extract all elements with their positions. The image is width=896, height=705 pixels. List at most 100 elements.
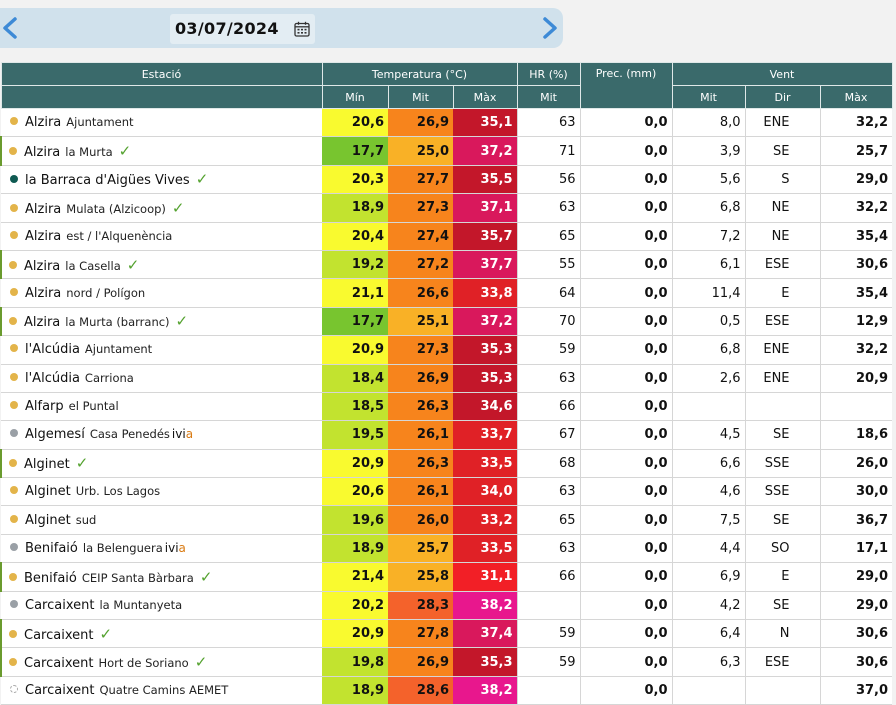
table-row[interactable]: la Barraca d'Aigües Vives ✓ 20,3 27,7 35,5 56…	[1, 165, 893, 195]
station-town[interactable]: Alginet	[25, 512, 71, 528]
station-town[interactable]: Benifaió	[24, 570, 77, 586]
station-location[interactable]: la Belenguera	[82, 541, 163, 556]
table-row[interactable]: l'Alcúdia Ajuntament 20,9 27,3 35,3 59 0,0 6,8 E…	[1, 335, 893, 365]
table-row[interactable]: Carcaixent la Muntanyeta 20,2 28,3 38,2 0,0 4,…	[1, 591, 893, 621]
station-location[interactable]: Hort de Soriano	[98, 656, 189, 671]
station-cell[interactable]: Benifaió la Belenguera ivia	[1, 534, 322, 564]
table-row[interactable]: Alzira nord / Polígon 21,1 26,6 33,8 64 0,0 11,…	[1, 278, 893, 308]
table-row[interactable]: Alzira est / l'Alquenència 20,4 27,4 35,7 65 0…	[1, 222, 893, 251]
table-row[interactable]: Alfarp el Puntal 18,5 26,3 34,6 66 0,0	[1, 392, 893, 422]
station-location[interactable]: Mulata (Alzicoop)	[66, 201, 166, 216]
header-temp-max[interactable]: Màx	[452, 85, 518, 109]
station-location[interactable]: la Muntanyeta	[99, 597, 183, 612]
header-wind-mean[interactable]: Mit	[671, 85, 746, 109]
station-location[interactable]: CEIP Santa Bàrbara	[81, 570, 194, 585]
table-row[interactable]: l'Alcúdia Carriona 18,4 26,9 35,3 63 0,0 2,6 ENE…	[1, 364, 893, 393]
station-cell[interactable]: Algemesí Casa Penedés ivia	[1, 420, 322, 450]
station-cell[interactable]: Alzira la Murta (barranc) ✓	[0, 307, 322, 337]
calendar-icon[interactable]	[294, 21, 310, 37]
station-cell[interactable]: Carcaixent Quatre Camins AEMET	[1, 676, 322, 705]
station-location[interactable]: Carriona	[84, 370, 134, 385]
station-cell[interactable]: Alzira la Casella ✓	[0, 250, 322, 280]
table-row[interactable]: Carcaixent Quatre Camins AEMET 18,9 28,6 38,…	[1, 676, 893, 705]
station-location[interactable]: la Casella	[65, 258, 121, 273]
station-location[interactable]: Quatre Camins AEMET	[99, 683, 229, 697]
station-location[interactable]: Urb. Los Lagos	[75, 484, 161, 499]
header-precipitation[interactable]: Prec. (mm)	[579, 62, 673, 109]
table-row[interactable]: Alginet ✓ 20,9 26,3 33,5 68 0,0 6,6 SSE 26,0	[0, 449, 893, 479]
station-cell[interactable]: Alginet sud	[1, 505, 322, 535]
station-town[interactable]: Alginet	[24, 457, 70, 473]
station-location[interactable]: sud	[75, 512, 97, 527]
station-town[interactable]: Carcaixent	[25, 597, 95, 613]
station-location[interactable]: la Murta	[65, 145, 113, 160]
table-row[interactable]: Benifaió CEIP Santa Bàrbara ✓ 21,4 25,8 31,1 6…	[0, 562, 893, 592]
station-cell[interactable]: Alzira Mulata (Alzicoop) ✓	[1, 193, 322, 223]
table-row[interactable]: Algemesí Casa Penedés ivia 19,5 26,1 33,7 67 0,…	[1, 420, 893, 450]
station-cell[interactable]: l'Alcúdia Carriona	[1, 364, 322, 393]
station-town[interactable]: Benifaió	[25, 541, 78, 557]
station-town[interactable]: Alzira	[24, 315, 61, 331]
humidity-cell: 71	[516, 136, 581, 166]
station-town[interactable]: la Barraca d'Aigües Vives	[25, 173, 190, 189]
station-cell[interactable]: Benifaió CEIP Santa Bàrbara ✓	[0, 562, 322, 592]
station-town[interactable]: Alzira	[24, 145, 61, 161]
station-town[interactable]: Carcaixent	[24, 627, 94, 643]
header-wind-dir[interactable]: Dir	[744, 85, 821, 109]
station-town[interactable]: Alzira	[25, 285, 62, 301]
chevron-left-icon[interactable]	[0, 16, 22, 40]
table-row[interactable]: Carcaixent Hort de Soriano ✓ 19,8 26,9 35,3 59…	[0, 647, 893, 677]
station-cell[interactable]: Alfarp el Puntal	[1, 392, 322, 422]
chevron-right-icon[interactable]	[538, 16, 560, 40]
temp-min-cell: 20,9	[322, 449, 388, 479]
station-cell[interactable]: Alzira Ajuntament	[1, 108, 322, 138]
station-town[interactable]: Carcaixent	[25, 683, 95, 698]
station-town[interactable]: l'Alcúdia	[25, 342, 80, 358]
date-picker[interactable]: 03/07/2024	[170, 14, 315, 44]
table-row[interactable]: Alzira Mulata (Alzicoop) ✓ 18,9 27,3 37,1 63 0,…	[1, 193, 893, 223]
station-town[interactable]: Alzira	[25, 115, 62, 131]
station-town[interactable]: Alzira	[25, 228, 62, 244]
station-cell[interactable]: l'Alcúdia Ajuntament	[1, 335, 322, 365]
header-temp-mean[interactable]: Mit	[387, 85, 454, 109]
station-town[interactable]: l'Alcúdia	[25, 370, 80, 386]
station-cell[interactable]: Carcaixent la Muntanyeta	[1, 591, 322, 621]
station-cell[interactable]: Alginet Urb. Los Lagos	[1, 477, 322, 507]
date-value[interactable]: 03/07/2024	[175, 19, 279, 38]
header-wind[interactable]: Vent	[671, 62, 893, 86]
station-cell[interactable]: Alzira la Murta ✓	[0, 136, 322, 166]
header-temp-min[interactable]: Mín	[321, 85, 389, 109]
header-humidity[interactable]: HR (%)	[516, 62, 581, 86]
station-location[interactable]: Casa Penedés	[89, 427, 170, 442]
station-town[interactable]: Algemesí	[25, 427, 85, 443]
station-town[interactable]: Alzira	[24, 258, 61, 274]
table-row[interactable]: Benifaió la Belenguera ivia 18,9 25,7 33,5 63 0…	[1, 534, 893, 564]
station-cell[interactable]: Carcaixent ✓	[0, 619, 322, 649]
station-town[interactable]: Alginet	[25, 484, 71, 500]
station-cell[interactable]: Alzira nord / Polígon	[1, 278, 322, 308]
table-row[interactable]: Alginet Urb. Los Lagos 20,6 26,1 34,0 63 0,0 4,…	[1, 477, 893, 507]
header-hr-mean[interactable]: Mit	[516, 85, 581, 109]
station-town[interactable]: Alfarp	[25, 399, 64, 415]
station-location[interactable]: nord / Polígon	[66, 285, 146, 300]
station-cell[interactable]: Alzira est / l'Alquenència	[1, 222, 322, 251]
header-temperature[interactable]: Temperatura (°C)	[321, 62, 518, 86]
station-cell[interactable]: la Barraca d'Aigües Vives ✓	[1, 165, 322, 195]
station-town[interactable]: Carcaixent	[24, 656, 94, 672]
station-town[interactable]: Alzira	[25, 201, 62, 217]
station-location[interactable]: Ajuntament	[66, 115, 134, 130]
header-station[interactable]: Estació	[0, 62, 323, 86]
station-location[interactable]: est / l'Alquenència	[66, 228, 173, 243]
station-location[interactable]: la Murta (barranc)	[65, 315, 170, 330]
station-location[interactable]: el Puntal	[68, 399, 119, 414]
header-wind-max[interactable]: Màx	[819, 85, 893, 109]
station-location[interactable]: Ajuntament	[84, 342, 153, 357]
table-row[interactable]: Alzira la Murta ✓ 17,7 25,0 37,2 71 0,0 3,9 SE 25,…	[0, 136, 893, 166]
table-row[interactable]: Alzira Ajuntament 20,6 26,9 35,1 63 0,0 8,0 ENE 3…	[1, 108, 893, 138]
table-row[interactable]: Carcaixent ✓ 20,9 27,8 37,4 59 0,0 6,4 N 30,6	[0, 619, 893, 649]
station-cell[interactable]: Alginet ✓	[0, 449, 322, 479]
table-row[interactable]: Alginet sud 19,6 26,0 33,2 65 0,0 7,5 SE 36,7	[1, 505, 893, 535]
table-row[interactable]: Alzira la Murta (barranc) ✓ 17,7 25,1 37,2 70 0…	[0, 307, 893, 337]
table-row[interactable]: Alzira la Casella ✓ 19,2 27,2 37,7 55 0,0 6,1 ESE…	[0, 250, 893, 280]
station-cell[interactable]: Carcaixent Hort de Soriano ✓	[0, 647, 322, 677]
